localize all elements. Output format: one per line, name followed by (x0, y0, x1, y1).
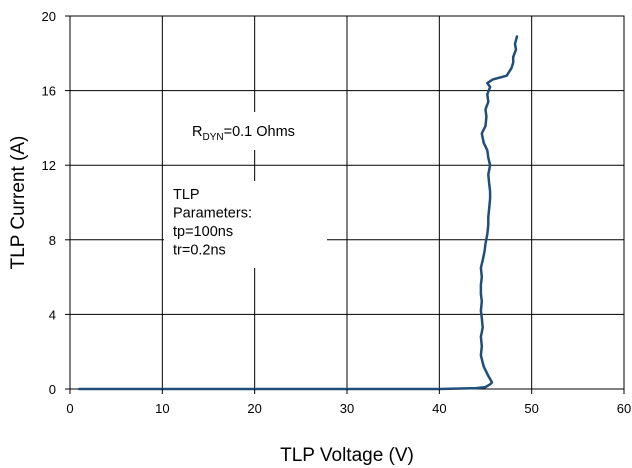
params-line-2: Parameters: (173, 206, 252, 222)
x-tick-label: 0 (66, 401, 73, 416)
x-tick-label: 40 (432, 401, 446, 416)
x-tick-label: 60 (617, 401, 631, 416)
rdyn-annotation: RDYN=0.1 Ohms (192, 124, 295, 143)
x-axis-title: TLP Voltage (V) (280, 445, 414, 466)
rdyn-suffix: =0.1 Ohms (224, 124, 295, 140)
x-tick-label: 30 (340, 401, 354, 416)
x-tick-labels: 0 10 20 30 40 50 60 (66, 389, 631, 416)
series-line (77, 35, 519, 391)
y-tick-label: 0 (49, 382, 56, 397)
y-tick-label: 12 (42, 158, 56, 173)
params-annotation-background (164, 181, 327, 268)
y-tick-labels: 0 4 8 12 16 20 (42, 9, 70, 397)
x-tick-label: 10 (155, 401, 169, 416)
rdyn-annotation-background (183, 112, 329, 150)
params-line-1: TLP (173, 187, 199, 203)
y-tick-label: 20 (42, 9, 56, 24)
y-tick-label: 16 (42, 84, 56, 99)
x-tick-label: 50 (524, 401, 538, 416)
rdyn-subscript: DYN (202, 132, 223, 143)
x-tick-label: 20 (247, 401, 261, 416)
rdyn-prefix: R (192, 124, 202, 140)
y-axis-title: TLP Current (A) (8, 136, 29, 270)
params-line-4: tr=0.2ns (173, 243, 226, 259)
params-line-3: tp=100ns (173, 224, 233, 240)
y-tick-label: 8 (49, 233, 56, 248)
y-tick-label: 4 (49, 307, 56, 322)
tlp-parameters-annotation: TLP Parameters: tp=100ns tr=0.2ns (173, 187, 256, 259)
grid-lines (69, 15, 625, 390)
